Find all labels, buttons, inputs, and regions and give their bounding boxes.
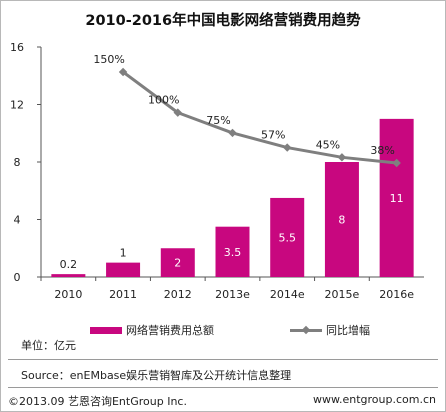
- growth-value-label: 38%: [370, 144, 394, 157]
- x-tick-label: 2011: [109, 288, 137, 301]
- legend-line-swatch: [290, 325, 322, 335]
- x-tick-label: 2015e: [325, 288, 360, 301]
- growth-point: [337, 153, 347, 162]
- website-link[interactable]: www.entgroup.com.cn: [313, 393, 436, 406]
- growth-point: [282, 143, 292, 152]
- bar-value-label: 5.5: [278, 231, 296, 244]
- growth-point: [118, 67, 128, 77]
- y-tick-label: 0: [14, 271, 21, 284]
- bar-value-label: 1: [120, 247, 127, 260]
- growth-value-label: 150%: [93, 53, 124, 66]
- bar-value-label: 2: [174, 257, 181, 270]
- y-tick-label: 16: [10, 41, 24, 54]
- bar-value-label: 8: [338, 214, 345, 227]
- unit-label: 单位：亿元: [21, 339, 76, 352]
- divider: [8, 359, 438, 360]
- y-tick-label: 8: [14, 156, 21, 169]
- legend-line-label: 同比增幅: [326, 324, 370, 337]
- bar: [106, 262, 141, 277]
- bar-value-label: 0.2: [60, 258, 78, 271]
- growth-value-label: 75%: [206, 114, 230, 127]
- bar: [51, 274, 86, 277]
- growth-value-label: 57%: [261, 129, 285, 142]
- growth-value-label: 100%: [148, 94, 179, 107]
- bar-value-label: 11: [390, 192, 404, 205]
- chart-title: 2010-2016年中国电影网络营销费用趋势: [85, 13, 361, 29]
- bar-series: [51, 118, 414, 277]
- bar-value-label: 3.5: [224, 246, 242, 259]
- bar: [215, 226, 250, 277]
- growth-line: [122, 70, 397, 165]
- bar: [379, 118, 414, 277]
- bar: [270, 197, 305, 277]
- x-tick-label: 2013e: [215, 288, 250, 301]
- growth-point: [228, 128, 237, 138]
- legend-bar-swatch: [90, 326, 122, 334]
- bar: [160, 248, 195, 277]
- legend-item-line: 同比增幅: [290, 322, 370, 338]
- x-tick-label: 2012: [164, 288, 192, 301]
- copyright-text: ©2013.09 艺恩咨询EntGroup Inc.: [8, 395, 187, 408]
- growth-line-series: [118, 67, 401, 168]
- y-tick-label: 12: [10, 99, 24, 112]
- x-tick-label: 2010: [54, 288, 82, 301]
- divider: [8, 387, 438, 388]
- x-tick-label: 2016e: [379, 288, 414, 301]
- x-tick-label: 2014e: [270, 288, 305, 301]
- source-note: Source：enEMbase娱乐营销智库及公开统计信息整理: [21, 369, 292, 382]
- legend-item-bar: 网络营销费用总额: [90, 322, 214, 338]
- bar: [324, 162, 359, 277]
- y-tick-label: 4: [14, 214, 21, 227]
- growth-value-label: 45%: [316, 138, 340, 151]
- data-labels: 0.2 1 2 3.5 5.5 8 11 150% 100% 75% 57% 45% 38%: [60, 53, 404, 271]
- growth-point: [173, 108, 183, 117]
- growth-point: [392, 158, 401, 168]
- legend-bar-label: 网络营销费用总额: [126, 324, 214, 337]
